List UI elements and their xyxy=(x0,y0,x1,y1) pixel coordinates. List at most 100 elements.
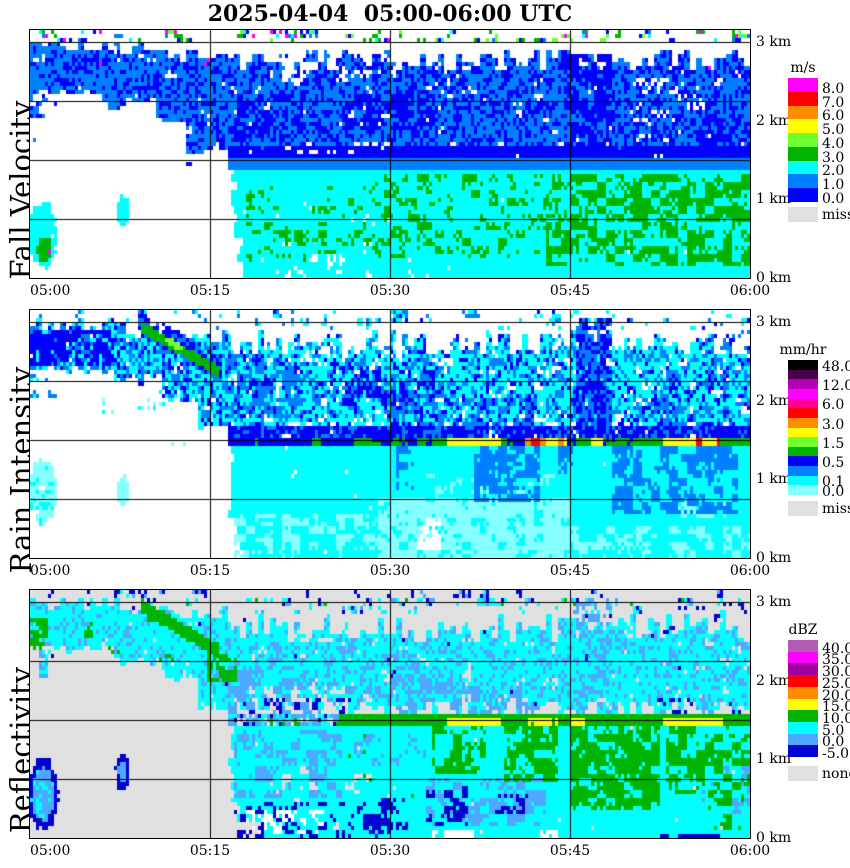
colorbar-tick-label: 5.0 xyxy=(822,122,845,139)
colorbar-tick-label: 0.0 xyxy=(822,484,845,500)
colorbar-missing-box xyxy=(788,501,818,516)
colorbar-missing-label: none xyxy=(822,766,850,782)
colorbar-title: mm/hr xyxy=(779,342,827,358)
colorbar-tick-label: 20.0 xyxy=(822,687,850,704)
colorbar-segment xyxy=(788,466,818,476)
time-label: 05:00 xyxy=(30,843,71,859)
colorbar-tick-label: 8.0 xyxy=(822,80,845,97)
height-label: 3 km xyxy=(756,33,792,50)
colorbar-segment xyxy=(788,119,818,133)
colorbar-tick-label: 0.1 xyxy=(822,474,845,491)
time-label: 05:00 xyxy=(30,283,71,299)
colorbar-segment xyxy=(788,687,818,699)
colorbar-tick-label: 25.0 xyxy=(822,675,850,692)
colorbar-segment xyxy=(788,360,818,370)
colorbar-tick-label: 35.0 xyxy=(822,652,850,669)
colorbar-tick-label: 40.0 xyxy=(822,640,850,657)
colorbar-segment xyxy=(788,699,818,710)
colorbar-segment xyxy=(788,92,818,106)
colorbar-segment xyxy=(788,188,818,202)
colorbar-tick-label: 48.0 xyxy=(822,358,850,375)
colorbar-tick-label: -5.0 xyxy=(822,746,849,762)
colorbar-segment xyxy=(788,437,818,447)
colorbar-segment xyxy=(788,710,818,722)
height-label: 0 km xyxy=(756,270,792,286)
height-label: 3 km xyxy=(756,593,792,610)
time-label: 06:00 xyxy=(729,283,771,299)
colorbar-segment xyxy=(788,485,818,495)
colorbar-missing-label: miss xyxy=(822,501,850,517)
colorbar-tick-label: 30.0 xyxy=(822,664,850,681)
colorbar-segment xyxy=(788,456,818,466)
colorbar-segment xyxy=(788,389,818,399)
colorbar-missing-box xyxy=(788,207,818,222)
colorbar-tick-label: 0.0 xyxy=(822,734,845,751)
colorbar-segment xyxy=(788,640,818,652)
colorbar-segment xyxy=(788,476,818,485)
colorbar-segment xyxy=(788,174,818,188)
reflectivity-heatmap xyxy=(29,589,751,839)
colorbar-segment xyxy=(788,161,818,174)
colorbar-segment xyxy=(788,663,818,675)
time-label: 05:00 xyxy=(30,563,71,579)
time-label: 05:15 xyxy=(189,283,231,299)
colorbar-segment xyxy=(788,734,818,745)
colorbar-segment xyxy=(788,418,818,428)
height-label: 3 km xyxy=(756,313,792,330)
time-label: 05:30 xyxy=(369,843,411,859)
colorbar-segment xyxy=(788,722,818,734)
height-label: 1 km xyxy=(756,751,792,768)
colorbar-tick-label: 4.0 xyxy=(822,135,845,152)
colorbar-tick-label: 7.0 xyxy=(822,94,845,111)
colorbar-segment xyxy=(788,78,818,92)
height-label: 1 km xyxy=(756,471,792,488)
colorbar-tick-label: 15.0 xyxy=(822,699,850,716)
height-label: 2 km xyxy=(756,392,792,409)
colorbar-title: dBZ xyxy=(788,622,818,638)
colorbar-missing-label: miss xyxy=(822,207,850,223)
time-label: 06:00 xyxy=(729,843,771,859)
colorbar-segment xyxy=(788,106,818,119)
time-label: 05:45 xyxy=(549,283,591,299)
time-label: 05:15 xyxy=(189,843,231,859)
height-label: 2 km xyxy=(756,112,792,129)
height-label: 0 km xyxy=(756,550,792,566)
colorbar-segment xyxy=(788,675,818,687)
colorbar-tick-label: 12.0 xyxy=(822,377,850,394)
height-label: 1 km xyxy=(756,191,792,208)
colorbar-segment xyxy=(788,370,818,379)
colorbar-tick-label: 1.5 xyxy=(822,435,845,452)
height-label: 0 km xyxy=(756,830,792,846)
fall-velocity-heatmap xyxy=(29,29,751,279)
colorbar-tick-label: 6.0 xyxy=(822,397,845,414)
time-label: 05:45 xyxy=(549,843,591,859)
height-label: 2 km xyxy=(756,672,792,689)
colorbar-tick-label: 2.0 xyxy=(822,163,845,180)
colorbar-tick-label: 3.0 xyxy=(822,416,845,433)
colorbar-segment xyxy=(788,428,818,437)
colorbar-segment xyxy=(788,133,818,147)
colorbar-tick-label: 0.0 xyxy=(822,191,845,207)
colorbar-missing-box xyxy=(788,766,818,781)
time-label: 06:00 xyxy=(729,563,771,579)
colorbar-tick-label: 3.0 xyxy=(822,149,845,166)
colorbar-segment xyxy=(788,408,818,418)
time-label: 05:45 xyxy=(549,563,591,579)
colorbar-segment xyxy=(788,745,818,757)
colorbar-tick-label: 1.0 xyxy=(822,177,845,194)
time-label: 05:30 xyxy=(369,283,411,299)
rain-intensity-heatmap xyxy=(29,309,751,559)
colorbar-segment xyxy=(788,379,818,389)
colorbar-segment xyxy=(788,147,818,161)
colorbar-title: m/s xyxy=(790,60,816,76)
colorbar-tick-label: 5.0 xyxy=(822,722,845,739)
time-label: 05:30 xyxy=(369,563,411,579)
colorbar-segment xyxy=(788,399,818,408)
colorbar-tick-label: 10.0 xyxy=(822,710,850,727)
time-label: 05:15 xyxy=(189,563,231,579)
figure-title: 2025-04-04 05:00-06:00 UTC xyxy=(207,1,573,27)
colorbar-segment xyxy=(788,447,818,456)
colorbar-tick-label: 6.0 xyxy=(822,108,845,125)
colorbar-tick-label: 0.5 xyxy=(822,455,845,472)
